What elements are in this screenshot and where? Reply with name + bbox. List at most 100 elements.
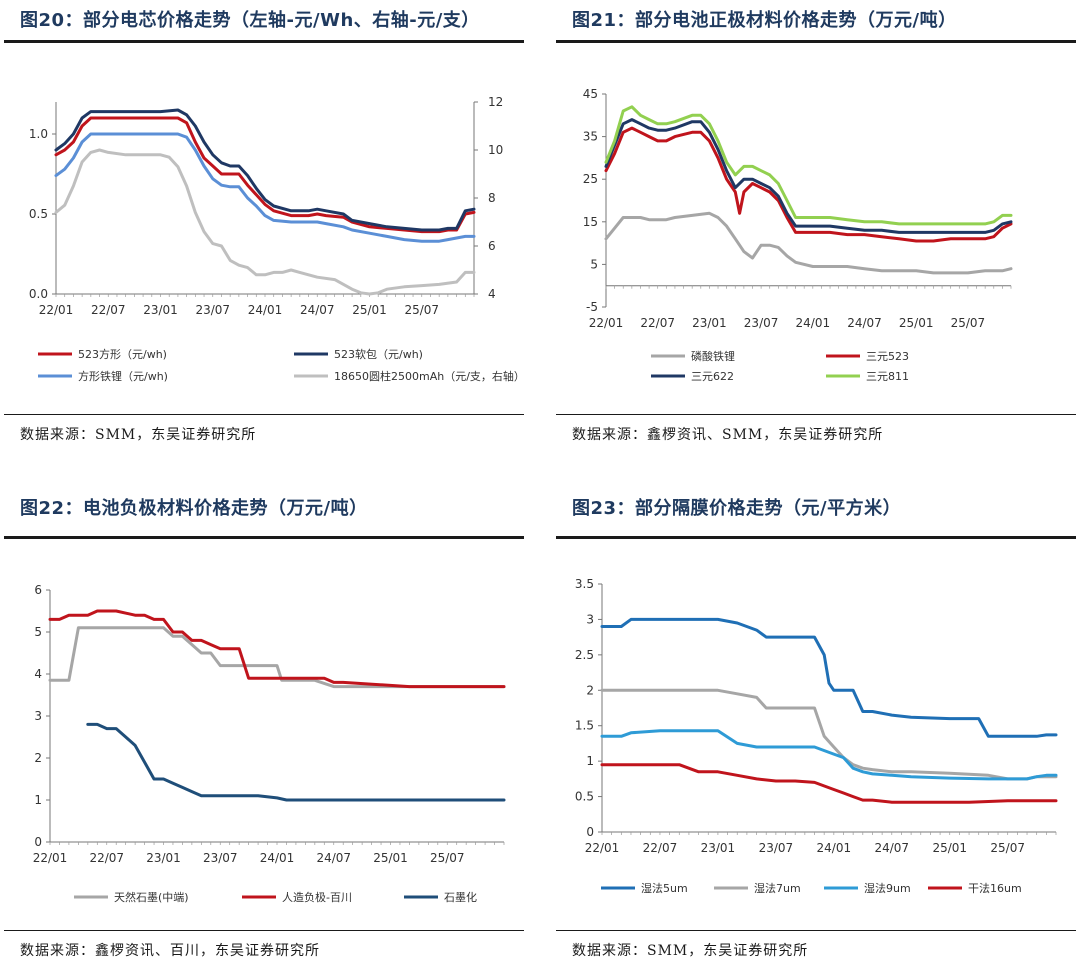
x-tick-label: 24/01 xyxy=(796,316,831,330)
x-tick-label: 25/07 xyxy=(990,841,1025,855)
x-tick-label: 25/07 xyxy=(430,851,465,865)
series-line-2 xyxy=(604,118,1013,234)
x-tick-label: 23/01 xyxy=(701,841,736,855)
chart-panel-21: 图21：部分电池正极材料价格走势（万元/吨） -5 5 15 25 35 45 22/01 2… xyxy=(556,0,1076,460)
x-tick-label: 22/07 xyxy=(643,841,678,855)
chart-source: 数据来源：SMM，东吴证券研究所 xyxy=(572,943,809,959)
y-tick-label: 3 xyxy=(586,612,594,626)
legend-label: 18650圆柱2500mAh（元/支，右轴） xyxy=(334,369,525,383)
series-line-1 xyxy=(54,108,476,232)
x-tick-label: 23/01 xyxy=(692,316,727,330)
series-line-2 xyxy=(600,729,1058,781)
x-tick-label: 23/01 xyxy=(143,303,178,317)
x-tick-label: 23/07 xyxy=(203,851,238,865)
legend-label: 三元523 xyxy=(866,350,909,363)
chart-area: 0 1 2 3 4 5 6 22/01 22/07 23/01 23/07 24/01 24/07 25/… xyxy=(33,583,506,904)
x-tick-label: 24/07 xyxy=(847,316,882,330)
x-tick-label: 24/01 xyxy=(817,841,852,855)
y-tick-label: 0.0 xyxy=(29,287,48,301)
y-tick-label: 35 xyxy=(583,130,598,144)
series-line-3 xyxy=(54,148,476,296)
legend-label: 天然石墨(中端) xyxy=(114,890,189,904)
legend-label: 石墨化 xyxy=(444,890,477,904)
y-tick-label: 4 xyxy=(34,667,42,681)
y-tick-label: 2 xyxy=(586,683,594,697)
bottom-rule xyxy=(556,930,1076,931)
series-line-1 xyxy=(604,126,1013,243)
x-tick-label: 22/01 xyxy=(33,851,68,865)
legend-label: 523方形（元/wh) xyxy=(78,347,167,361)
y-tick-label: 45 xyxy=(583,87,598,101)
legend-label: 人造负极-百川 xyxy=(282,890,352,904)
x-tick-label: 23/07 xyxy=(195,303,230,317)
x-tick-label: 25/01 xyxy=(899,316,934,330)
y2-tick-label: 6 xyxy=(488,239,496,253)
x-tick-label: 24/07 xyxy=(300,303,335,317)
y-tick-label: 5 xyxy=(590,257,598,271)
x-tick-label: 22/07 xyxy=(640,316,675,330)
x-tick-label: 22/01 xyxy=(585,841,620,855)
y-tick-label: 2 xyxy=(34,751,42,765)
chart-title: 图20：部分电芯价格走势（左轴-元/Wh、右轴-元/支） xyxy=(20,10,480,31)
x-tick-label: 22/01 xyxy=(589,316,624,330)
y-tick-label: -5 xyxy=(586,300,598,314)
legend-label: 磷酸铁锂 xyxy=(691,349,735,363)
top-rule xyxy=(4,40,524,43)
chart-title: 图23：部分隔膜价格走势（元/平方米） xyxy=(572,498,902,519)
chart-area: 0 0.5 1 1.5 2 2.5 3 3.5 22/01 22/07 23/01 23/07 24/0… xyxy=(575,577,1058,895)
y2-tick-label: 8 xyxy=(488,191,496,205)
y-tick-label: 1 xyxy=(34,793,42,807)
y2-tick-label: 4 xyxy=(488,287,496,301)
series-line-0 xyxy=(604,211,1013,275)
x-tick-label: 22/07 xyxy=(91,303,126,317)
x-tick-label: 22/01 xyxy=(39,303,74,317)
chart-area: -5 5 15 25 35 45 22/01 22/07 23/01 23/07 24/01 24/0… xyxy=(583,87,1013,383)
legend-label: 三元811 xyxy=(866,370,909,383)
x-tick-label: 24/01 xyxy=(260,851,295,865)
chart-source: 数据来源：鑫椤资讯、百川，东吴证券研究所 xyxy=(20,943,320,959)
legend-label: 方形铁锂（元/wh) xyxy=(78,369,168,383)
y-tick-label: 1 xyxy=(586,754,594,768)
bottom-rule xyxy=(4,930,524,931)
y-tick-label: 0.5 xyxy=(575,790,594,804)
chart-panel-23: 图23：部分隔膜价格走势（元/平方米） 0 0.5 1 1.5 2 2.5 3 3.5 22/0… xyxy=(556,488,1076,971)
bottom-rule xyxy=(556,414,1076,415)
series-line-0 xyxy=(48,626,506,689)
series-line-2 xyxy=(86,722,506,802)
top-rule xyxy=(556,40,1076,43)
x-tick-label: 23/01 xyxy=(146,851,181,865)
y2-tick-label: 10 xyxy=(488,143,503,157)
legend-label: 湿法9um xyxy=(864,881,911,895)
x-tick-label: 24/01 xyxy=(248,303,283,317)
top-rule xyxy=(556,536,1076,539)
y-tick-label: 2.5 xyxy=(575,648,594,662)
chart-title: 图21：部分电池正极材料价格走势（万元/吨） xyxy=(572,10,957,31)
series-line-0 xyxy=(54,116,476,234)
x-tick-label: 25/01 xyxy=(373,851,408,865)
x-tick-label: 22/07 xyxy=(89,851,124,865)
x-tick-label: 25/01 xyxy=(932,841,967,855)
chart-source: 数据来源：SMM，东吴证券研究所 xyxy=(20,427,257,443)
legend-label: 湿法5um xyxy=(641,881,688,895)
legend-label: 干法16um xyxy=(968,881,1022,895)
x-tick-label: 23/07 xyxy=(759,841,794,855)
chart-title: 图22：电池负极材料价格走势（万元/吨） xyxy=(20,498,368,519)
y-tick-label: 3 xyxy=(34,709,42,723)
y-tick-label: 3.5 xyxy=(575,577,594,591)
y-tick-label: 5 xyxy=(34,625,42,639)
series-line-3 xyxy=(600,763,1058,804)
y-tick-label: 25 xyxy=(583,172,598,186)
series-line-3 xyxy=(604,105,1013,226)
legend-label: 湿法7um xyxy=(754,881,801,895)
x-tick-label: 23/07 xyxy=(744,316,779,330)
y2-tick-label: 12 xyxy=(488,95,503,109)
y-tick-label: 0 xyxy=(34,835,42,849)
y-tick-label: 1.5 xyxy=(575,719,594,733)
x-tick-label: 25/07 xyxy=(404,303,439,317)
y-tick-label: 0 xyxy=(586,825,594,839)
x-tick-label: 25/07 xyxy=(951,316,986,330)
series-line-1 xyxy=(48,609,506,689)
x-tick-label: 24/07 xyxy=(316,851,351,865)
series-line-2 xyxy=(54,132,476,243)
y-tick-label: 15 xyxy=(583,215,598,229)
